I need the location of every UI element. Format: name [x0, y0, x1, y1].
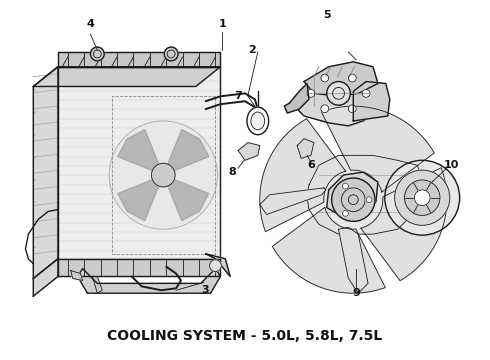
Circle shape	[91, 47, 104, 61]
Ellipse shape	[247, 107, 269, 135]
Circle shape	[164, 47, 178, 61]
Polygon shape	[33, 259, 58, 296]
Text: 10: 10	[444, 160, 460, 170]
Polygon shape	[33, 67, 220, 86]
Polygon shape	[118, 130, 163, 175]
Circle shape	[405, 180, 440, 215]
Text: 4: 4	[87, 19, 95, 30]
Polygon shape	[304, 62, 378, 96]
Polygon shape	[206, 254, 230, 276]
Text: 1: 1	[219, 19, 226, 30]
Text: 9: 9	[352, 288, 360, 298]
Circle shape	[109, 121, 218, 229]
Circle shape	[343, 183, 348, 189]
Circle shape	[327, 82, 350, 105]
Polygon shape	[163, 130, 209, 175]
Polygon shape	[238, 143, 260, 160]
Polygon shape	[118, 175, 163, 221]
Circle shape	[210, 260, 221, 271]
Polygon shape	[339, 227, 368, 293]
Polygon shape	[284, 84, 309, 113]
Text: 8: 8	[228, 167, 236, 177]
Polygon shape	[307, 156, 425, 234]
Text: 2: 2	[248, 45, 256, 55]
Circle shape	[348, 74, 356, 82]
Circle shape	[151, 163, 175, 187]
Circle shape	[332, 178, 375, 221]
Text: 6: 6	[307, 160, 315, 170]
Polygon shape	[163, 175, 209, 221]
Polygon shape	[327, 172, 378, 217]
Polygon shape	[33, 67, 58, 278]
Polygon shape	[58, 52, 220, 67]
Circle shape	[343, 210, 348, 216]
Circle shape	[321, 74, 329, 82]
Polygon shape	[260, 188, 326, 215]
Text: COOLING SYSTEM - 5.0L, 5.8L, 7.5L: COOLING SYSTEM - 5.0L, 5.8L, 7.5L	[107, 329, 383, 343]
Polygon shape	[297, 139, 314, 158]
Polygon shape	[58, 67, 220, 259]
Polygon shape	[93, 276, 102, 293]
Circle shape	[307, 89, 315, 97]
Ellipse shape	[251, 112, 265, 130]
Polygon shape	[321, 106, 434, 192]
Circle shape	[394, 170, 450, 225]
Circle shape	[321, 105, 329, 113]
Polygon shape	[361, 168, 447, 281]
Polygon shape	[71, 271, 82, 280]
Polygon shape	[294, 72, 383, 126]
Polygon shape	[58, 259, 220, 276]
Polygon shape	[77, 269, 220, 293]
Circle shape	[385, 160, 460, 235]
Circle shape	[415, 190, 430, 206]
Text: 3: 3	[202, 285, 209, 295]
Polygon shape	[260, 119, 345, 232]
Polygon shape	[272, 207, 385, 293]
Text: 5: 5	[323, 10, 331, 19]
Circle shape	[348, 105, 356, 113]
Polygon shape	[353, 82, 390, 121]
Circle shape	[362, 89, 370, 97]
Text: 7: 7	[234, 91, 242, 101]
Circle shape	[366, 197, 372, 203]
